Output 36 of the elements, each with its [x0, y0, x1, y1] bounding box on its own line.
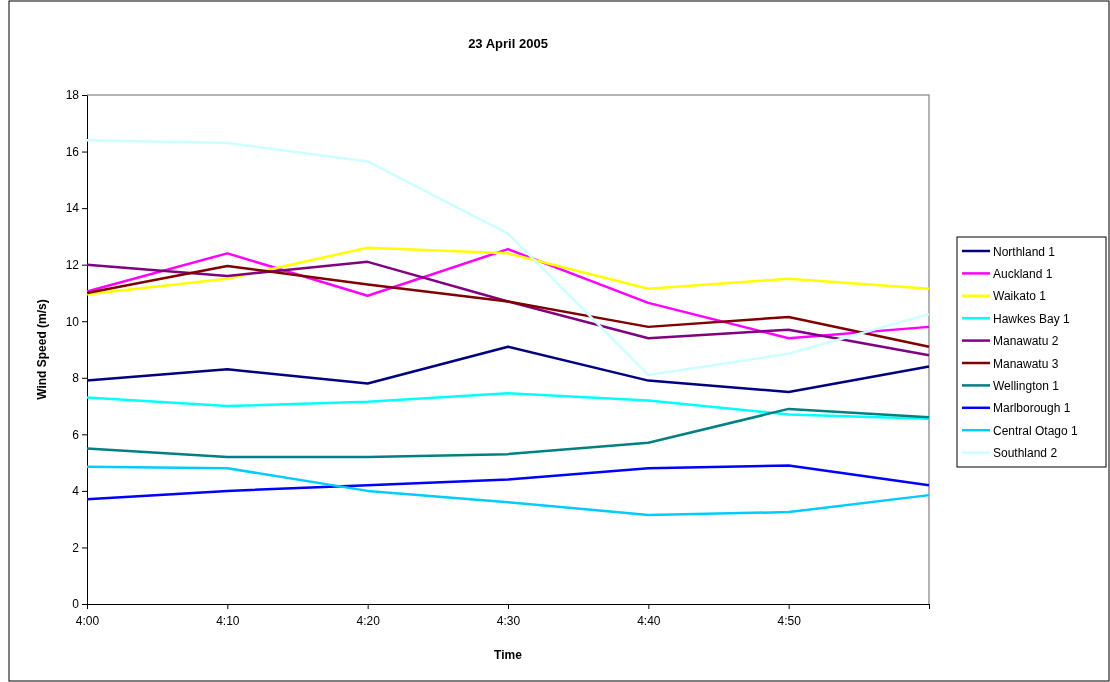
chart-title: 23 April 2005 — [468, 36, 548, 51]
line-series — [85, 407, 931, 459]
y-tick-label: 14 — [65, 201, 80, 216]
x-tick-label: 4:30 — [496, 614, 521, 629]
x-tick-label: 4:40 — [637, 614, 661, 629]
y-tick-label: 8 — [72, 371, 80, 386]
legend-label: Auckland 1 — [993, 266, 1053, 281]
legend-label: Southland 2 — [993, 446, 1058, 461]
legend-label: Manawatu 3 — [993, 356, 1059, 371]
x-tick-label: 4:10 — [216, 614, 240, 629]
y-tick-label: 6 — [72, 427, 80, 442]
legend-label: Central Otago 1 — [993, 423, 1079, 438]
y-tick-label: 10 — [65, 314, 80, 329]
y-tick-label: 0 — [72, 597, 80, 612]
line-series — [85, 464, 931, 501]
legend-label: Hawkes Bay 1 — [993, 311, 1071, 326]
legend-label: Manawatu 2 — [993, 334, 1059, 349]
x-axis-title: Time — [494, 648, 523, 662]
line-series — [85, 345, 931, 394]
y-tick-label: 16 — [65, 144, 80, 159]
line-series — [85, 246, 931, 296]
line-series — [85, 392, 931, 421]
y-tick-label: 2 — [72, 540, 80, 555]
x-tick-label: 4:20 — [356, 614, 381, 629]
legend-label: Waikato 1 — [993, 289, 1047, 304]
y-tick-label: 4 — [72, 484, 80, 499]
legend-label: Northland 1 — [993, 244, 1056, 259]
line-series — [85, 138, 931, 377]
legend-label: Wellington 1 — [993, 378, 1060, 393]
line-series — [85, 465, 931, 517]
legend-label: Marlborough 1 — [993, 401, 1071, 416]
y-axis-title: Wind Speed (m/s) — [35, 299, 49, 400]
y-tick-label: 18 — [65, 88, 80, 103]
x-tick-label: 4:50 — [777, 614, 802, 629]
x-tick-label: 4:00 — [75, 614, 100, 629]
y-tick-label: 12 — [65, 258, 80, 273]
